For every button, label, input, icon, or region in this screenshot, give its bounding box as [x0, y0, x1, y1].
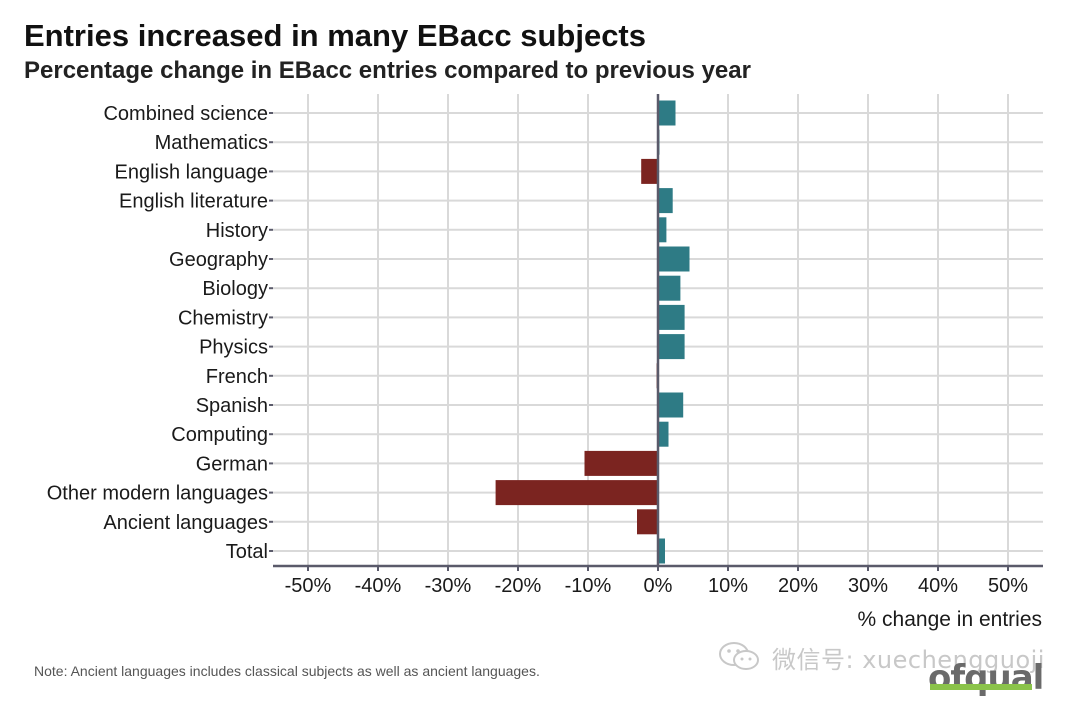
category-label: Chemistry — [178, 307, 268, 329]
category-label: Geography — [169, 249, 268, 271]
category-label: Total — [226, 541, 268, 563]
bar — [495, 480, 658, 506]
chart-subtitle: Percentage change in EBacc entries compa… — [24, 57, 751, 84]
bar — [658, 188, 673, 214]
category-label: English language — [115, 161, 268, 183]
bar — [658, 217, 667, 243]
axes — [269, 94, 1043, 571]
category-label: Spanish — [196, 395, 268, 417]
x-tick-label: 50% — [988, 575, 1028, 597]
x-tick-label: -10% — [565, 575, 612, 597]
x-tick-label: 30% — [848, 575, 888, 597]
category-label: Mathematics — [155, 132, 268, 154]
x-axis-title: % change in entries — [858, 608, 1042, 631]
x-tick-label: 40% — [918, 575, 958, 597]
x-tick-label: 20% — [778, 575, 818, 597]
bar — [637, 509, 658, 535]
bar — [658, 334, 685, 360]
bar — [658, 392, 684, 418]
bar — [658, 304, 685, 330]
category-label: Ancient languages — [103, 512, 268, 534]
labels: -50% -40% -30% -20% -10% 0% 10% 20% 30% 40% 50% Com… — [47, 103, 1042, 631]
x-tick-label: -30% — [425, 575, 472, 597]
category-label: History — [206, 220, 268, 242]
x-tick-label: 10% — [708, 575, 748, 597]
category-label: French — [206, 366, 268, 388]
category-label: German — [196, 453, 268, 475]
category-label: Physics — [199, 337, 268, 359]
bar — [658, 100, 676, 126]
bar — [641, 158, 658, 184]
x-tick-label: -50% — [285, 575, 332, 597]
bar-chart: -50% -40% -30% -20% -10% 0% 10% 20% 30% 40% 50% Com… — [47, 94, 1043, 631]
bar — [658, 246, 690, 272]
bars — [495, 100, 690, 564]
watermark-text: 微信号: xuechengguoji — [772, 646, 1045, 674]
x-tick-label: 0% — [644, 575, 673, 597]
category-label: Biology — [202, 278, 268, 300]
bar — [584, 450, 658, 476]
category-label: Computing — [171, 424, 268, 446]
bar — [658, 421, 669, 447]
bar — [658, 275, 681, 301]
chart-note: Note: Ancient languages includes classic… — [34, 663, 540, 679]
ofqual-logo: ofqual — [928, 658, 1044, 698]
category-label: Other modern languages — [47, 483, 268, 505]
x-tick-label: -40% — [355, 575, 402, 597]
category-label: Combined science — [103, 103, 268, 125]
chart-title: Entries increased in many EBacc subjects — [24, 18, 646, 53]
category-label: English literature — [119, 191, 268, 213]
bar — [658, 538, 665, 564]
logo-underline — [930, 684, 1032, 690]
x-tick-label: -20% — [495, 575, 542, 597]
wechat-icon — [719, 642, 759, 670]
